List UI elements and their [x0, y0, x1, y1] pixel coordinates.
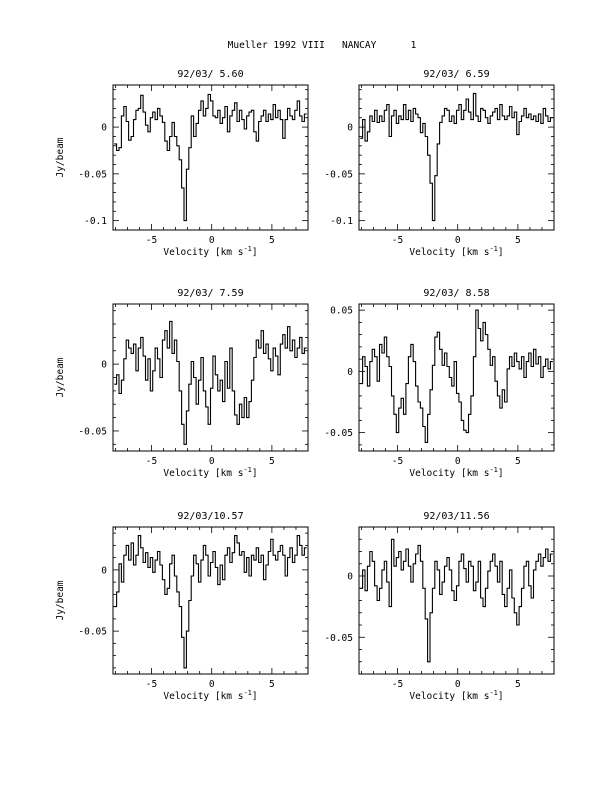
x-tick-label: 5	[269, 456, 275, 467]
plot-frame	[358, 84, 555, 231]
spectrum-line	[360, 92, 553, 222]
spectrum-panel-4: 92/03/ 8.58 -5 0 5 0.05 0 -0.05 Velocity [km s-…	[324, 288, 555, 479]
x-tick-label: -5	[146, 456, 157, 467]
x-tick-label: 5	[515, 679, 521, 690]
x-tick-label: -5	[146, 235, 157, 246]
y-tick-label: -0.05	[78, 426, 107, 437]
spectrum-panel-2: 92/03/ 6.59 -5 0 5 0 -0.05 -0.1 Velocity [km s-…	[324, 69, 555, 258]
x-axis-label: Velocity [km s-1]	[409, 689, 503, 702]
panel-title: 92/03/ 7.59	[177, 288, 243, 299]
y-tick-label: 0	[101, 123, 107, 134]
y-tick-label: 0	[347, 367, 353, 378]
spectrum-panel-1: 92/03/ 5.60 -5 0 5 0 -0.05 -0.1 Velocity [km s-…	[55, 69, 309, 258]
y-tick-label: 0	[101, 360, 107, 371]
x-tick-label: -5	[146, 679, 157, 690]
panel-title: 92/03/ 6.59	[423, 69, 489, 80]
x-tick-label: -5	[392, 456, 403, 467]
y-tick-label: -0.1	[330, 216, 353, 227]
y-axis-label: Jy/beam	[55, 357, 66, 397]
x-tick-label: -5	[392, 679, 403, 690]
x-tick-label: 0	[455, 235, 461, 246]
y-tick-label: 0.05	[330, 306, 353, 317]
x-axis-label: Velocity [km s-1]	[409, 245, 503, 258]
x-tick-label: 5	[269, 679, 275, 690]
y-tick-label: -0.05	[78, 169, 107, 180]
x-axis-label: Velocity [km s-1]	[163, 466, 257, 479]
y-tick-label: -0.05	[78, 627, 107, 638]
x-tick-label: 0	[209, 456, 215, 467]
x-tick-label: -5	[392, 235, 403, 246]
panel-title: 92/03/11.56	[423, 511, 489, 522]
y-tick-label: -0.05	[324, 428, 353, 439]
x-tick-label: 0	[209, 235, 215, 246]
y-tick-label: 0	[101, 565, 107, 576]
panel-title: 92/03/10.57	[177, 511, 243, 522]
plot-frame	[358, 303, 555, 452]
spectrum-line	[114, 320, 307, 445]
panel-title: 92/03/ 8.58	[423, 288, 489, 299]
spectrum-line	[114, 535, 307, 669]
y-tick-label: -0.05	[324, 633, 353, 644]
plot-frame	[112, 84, 309, 231]
plot-frame	[112, 526, 309, 675]
x-tick-label: 0	[455, 456, 461, 467]
spectrum-line	[360, 538, 553, 663]
x-axis-label: Velocity [km s-1]	[409, 466, 503, 479]
spectrum-panel-6: 92/03/11.56 -5 0 5 0 -0.05 Velocity [km s-1]	[324, 511, 555, 702]
spectra-panels: 92/03/ 5.60 -5 0 5 0 -0.05 -0.1 Velocity [km s-…	[55, 69, 555, 702]
x-tick-label: 5	[515, 235, 521, 246]
x-tick-label: 5	[515, 456, 521, 467]
panel-title: 92/03/ 5.60	[177, 69, 243, 80]
y-tick-label: 0	[347, 123, 353, 134]
x-tick-label: 0	[209, 679, 215, 690]
y-tick-label: -0.1	[84, 216, 107, 227]
y-tick-label: 0	[347, 572, 353, 583]
spectrum-line	[360, 309, 553, 443]
spectrum-line	[114, 93, 307, 222]
page-title: Mueller 1992 VIII NANCAY 1	[228, 40, 417, 51]
plot-frame	[112, 303, 309, 452]
spectrum-panel-5: 92/03/10.57 -5 0 5 0 -0.05 Velocity [km s-1] Jy…	[55, 511, 309, 702]
x-tick-label: 0	[455, 679, 461, 690]
x-axis-label: Velocity [km s-1]	[163, 245, 257, 258]
x-tick-label: 5	[269, 235, 275, 246]
x-axis-label: Velocity [km s-1]	[163, 689, 257, 702]
y-axis-label: Jy/beam	[55, 580, 66, 620]
spectrum-panel-3: 92/03/ 7.59 -5 0 5 0 -0.05 Velocity [km s-1] Jy…	[55, 288, 309, 479]
y-tick-label: -0.05	[324, 169, 353, 180]
y-axis-label: Jy/beam	[55, 137, 66, 177]
